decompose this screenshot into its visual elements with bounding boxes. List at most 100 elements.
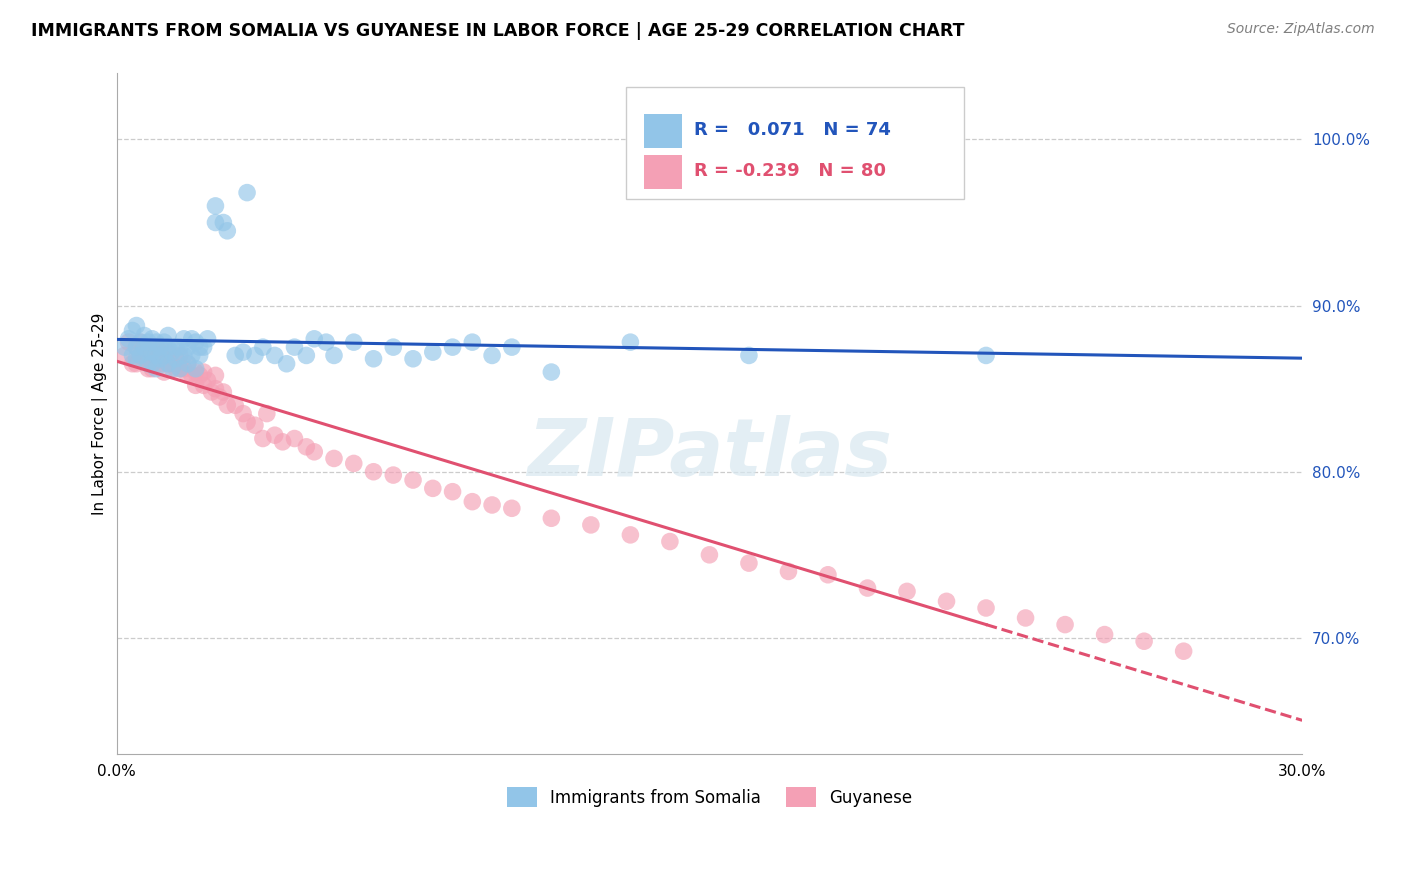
- Point: [402, 473, 425, 487]
- Point: [160, 345, 183, 359]
- Point: [363, 465, 385, 479]
- Point: [204, 382, 226, 396]
- Point: [579, 517, 602, 532]
- Point: [188, 368, 211, 383]
- Point: [619, 335, 641, 350]
- Point: [212, 215, 235, 229]
- Point: [149, 351, 172, 366]
- Point: [188, 348, 211, 362]
- Point: [169, 361, 191, 376]
- Point: [129, 348, 152, 362]
- Point: [136, 361, 159, 376]
- Point: [481, 348, 503, 362]
- Point: [125, 318, 148, 333]
- Point: [243, 348, 266, 362]
- Point: [1094, 627, 1116, 641]
- Point: [193, 340, 215, 354]
- Point: [935, 594, 957, 608]
- Point: [145, 340, 167, 354]
- Point: [141, 361, 163, 376]
- Point: [224, 348, 246, 362]
- Point: [217, 224, 239, 238]
- Point: [441, 484, 464, 499]
- Point: [136, 348, 159, 362]
- Point: [177, 340, 200, 354]
- Point: [141, 332, 163, 346]
- Point: [136, 345, 159, 359]
- Point: [699, 548, 721, 562]
- Point: [134, 340, 156, 354]
- Point: [236, 186, 259, 200]
- Point: [193, 378, 215, 392]
- Point: [619, 528, 641, 542]
- Point: [184, 361, 207, 376]
- Point: [441, 340, 464, 354]
- Point: [1173, 644, 1195, 658]
- Point: [129, 335, 152, 350]
- Text: Source: ZipAtlas.com: Source: ZipAtlas.com: [1227, 22, 1375, 37]
- Point: [208, 390, 231, 404]
- Point: [184, 365, 207, 379]
- Point: [129, 335, 152, 350]
- Point: [169, 348, 191, 362]
- Point: [141, 357, 163, 371]
- Point: [117, 335, 139, 350]
- Point: [738, 348, 761, 362]
- Point: [153, 348, 176, 362]
- Point: [252, 432, 274, 446]
- Point: [173, 348, 195, 362]
- Point: [136, 335, 159, 350]
- Point: [121, 348, 143, 362]
- Point: [165, 351, 187, 366]
- Point: [184, 335, 207, 350]
- Point: [382, 340, 405, 354]
- Point: [149, 340, 172, 354]
- Point: [501, 501, 523, 516]
- Point: [658, 534, 681, 549]
- Point: [197, 373, 219, 387]
- Point: [177, 368, 200, 383]
- Point: [422, 481, 444, 495]
- Point: [481, 498, 503, 512]
- Point: [896, 584, 918, 599]
- Point: [134, 340, 156, 354]
- Point: [177, 357, 200, 371]
- Point: [173, 332, 195, 346]
- Text: IMMIGRANTS FROM SOMALIA VS GUYANESE IN LABOR FORCE | AGE 25-29 CORRELATION CHART: IMMIGRANTS FROM SOMALIA VS GUYANESE IN L…: [31, 22, 965, 40]
- Point: [304, 445, 326, 459]
- Point: [1014, 611, 1036, 625]
- Point: [125, 340, 148, 354]
- Point: [422, 345, 444, 359]
- Point: [343, 335, 366, 350]
- Point: [276, 357, 298, 371]
- Point: [145, 335, 167, 350]
- Point: [363, 351, 385, 366]
- Point: [173, 361, 195, 376]
- Point: [157, 357, 180, 371]
- Point: [540, 365, 562, 379]
- Point: [315, 335, 337, 350]
- Point: [153, 351, 176, 366]
- Point: [141, 345, 163, 359]
- Text: R = -0.239   N = 80: R = -0.239 N = 80: [695, 162, 886, 180]
- Point: [263, 428, 285, 442]
- Point: [217, 398, 239, 412]
- Point: [1133, 634, 1156, 648]
- Point: [252, 340, 274, 354]
- Point: [204, 199, 226, 213]
- Point: [157, 340, 180, 354]
- Point: [125, 357, 148, 371]
- Point: [323, 451, 346, 466]
- Point: [160, 357, 183, 371]
- Point: [157, 357, 180, 371]
- Point: [165, 361, 187, 376]
- Point: [212, 384, 235, 399]
- Point: [149, 357, 172, 371]
- Point: [169, 361, 191, 376]
- Point: [204, 215, 226, 229]
- Point: [323, 348, 346, 362]
- Point: [114, 340, 136, 354]
- Point: [184, 378, 207, 392]
- Point: [180, 368, 202, 383]
- Point: [283, 340, 305, 354]
